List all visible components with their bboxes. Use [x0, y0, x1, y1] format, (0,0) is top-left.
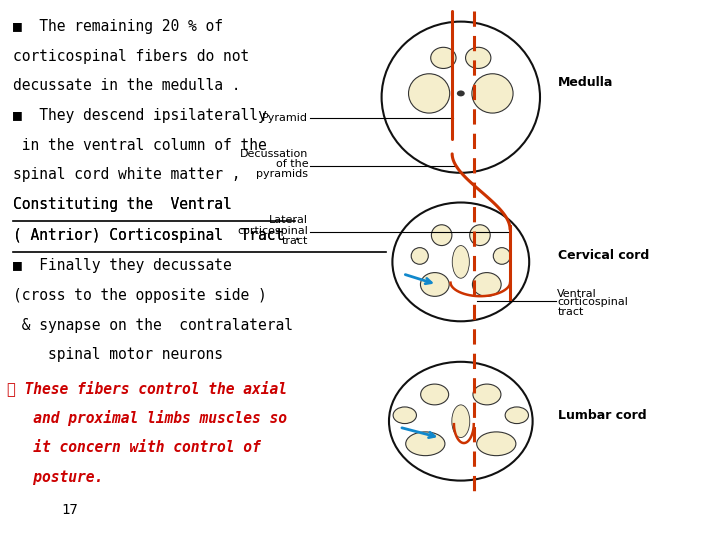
Text: Lateral: Lateral — [269, 215, 308, 225]
Text: corticospinal: corticospinal — [238, 226, 308, 235]
Text: decussate in the medulla .: decussate in the medulla . — [13, 78, 240, 93]
Text: & synapse on the  contralateral: & synapse on the contralateral — [13, 318, 293, 333]
Text: Ventral: Ventral — [557, 289, 597, 299]
Circle shape — [457, 90, 465, 97]
Text: Constituting the  Ventral: Constituting the Ventral — [13, 197, 232, 212]
Text: it concern with control of: it concern with control of — [7, 440, 261, 455]
Ellipse shape — [466, 48, 491, 69]
Ellipse shape — [393, 407, 416, 423]
Text: corticospinal fibers do not: corticospinal fibers do not — [13, 49, 249, 64]
Text: pyramids: pyramids — [256, 168, 308, 179]
Text: ( Antrior) Corticospinal  Tract .: ( Antrior) Corticospinal Tract . — [13, 228, 302, 243]
Ellipse shape — [452, 405, 469, 437]
Text: posture.: posture. — [7, 470, 104, 485]
Ellipse shape — [389, 362, 533, 481]
Ellipse shape — [505, 407, 528, 423]
Ellipse shape — [431, 225, 452, 246]
Text: tract: tract — [282, 236, 308, 246]
Ellipse shape — [473, 384, 501, 405]
Text: Cervical cord: Cervical cord — [558, 249, 649, 262]
Text: ■  Finally they decussate: ■ Finally they decussate — [13, 258, 232, 273]
Ellipse shape — [392, 202, 529, 321]
Ellipse shape — [431, 48, 456, 69]
Ellipse shape — [408, 74, 450, 113]
Text: Medulla: Medulla — [558, 76, 613, 89]
Text: tract: tract — [557, 307, 584, 316]
Ellipse shape — [469, 225, 490, 246]
Ellipse shape — [452, 246, 469, 278]
Text: corticospinal: corticospinal — [557, 298, 628, 307]
Text: of the: of the — [276, 159, 308, 169]
Text: spinal cord white matter ,: spinal cord white matter , — [13, 167, 240, 183]
Ellipse shape — [405, 432, 445, 456]
Text: ( Antrior) Corticospinal  Tract .: ( Antrior) Corticospinal Tract . — [13, 228, 302, 243]
Text: (cross to the opposite side ): (cross to the opposite side ) — [13, 288, 266, 303]
Text: spinal motor neurons: spinal motor neurons — [13, 347, 223, 362]
Ellipse shape — [382, 22, 540, 173]
Text: Decussation: Decussation — [240, 149, 308, 159]
Ellipse shape — [493, 248, 510, 264]
Ellipse shape — [477, 432, 516, 456]
Ellipse shape — [472, 273, 501, 296]
Ellipse shape — [472, 74, 513, 113]
Text: ➤ These fibers control the axial: ➤ These fibers control the axial — [7, 381, 287, 396]
Text: 17: 17 — [61, 503, 78, 517]
Text: ■  The remaining 20 % of: ■ The remaining 20 % of — [13, 19, 223, 34]
Ellipse shape — [420, 384, 449, 405]
Text: Constituting the  Ventral: Constituting the Ventral — [13, 197, 232, 212]
Text: and proximal limbs muscles so: and proximal limbs muscles so — [7, 410, 287, 427]
Ellipse shape — [420, 273, 449, 296]
Text: in the ventral column of the: in the ventral column of the — [13, 138, 266, 153]
Text: Lumbar cord: Lumbar cord — [558, 409, 647, 422]
Text: Pyramid: Pyramid — [262, 113, 308, 123]
Text: ■  They descend ipsilaterally: ■ They descend ipsilaterally — [13, 108, 266, 123]
Ellipse shape — [411, 248, 428, 264]
